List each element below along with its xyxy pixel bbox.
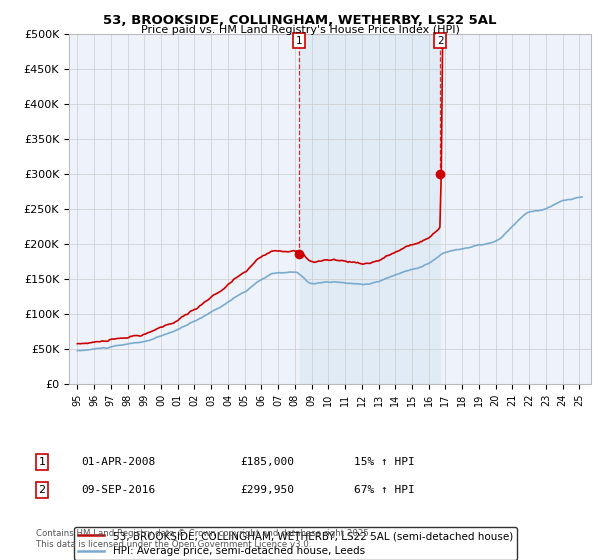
Text: 2: 2 (437, 36, 443, 45)
Text: 15% ↑ HPI: 15% ↑ HPI (354, 457, 415, 467)
Text: 1: 1 (296, 36, 302, 45)
Text: 53, BROOKSIDE, COLLINGHAM, WETHERBY, LS22 5AL: 53, BROOKSIDE, COLLINGHAM, WETHERBY, LS2… (103, 14, 497, 27)
Text: 1: 1 (38, 457, 46, 467)
Legend: 53, BROOKSIDE, COLLINGHAM, WETHERBY, LS22 5AL (semi-detached house), HPI: Averag: 53, BROOKSIDE, COLLINGHAM, WETHERBY, LS2… (74, 527, 517, 560)
Text: £185,000: £185,000 (240, 457, 294, 467)
Text: 09-SEP-2016: 09-SEP-2016 (81, 485, 155, 495)
Text: 67% ↑ HPI: 67% ↑ HPI (354, 485, 415, 495)
Text: 01-APR-2008: 01-APR-2008 (81, 457, 155, 467)
Text: £299,950: £299,950 (240, 485, 294, 495)
Text: Contains HM Land Registry data © Crown copyright and database right 2025.
This d: Contains HM Land Registry data © Crown c… (36, 529, 371, 549)
Text: Price paid vs. HM Land Registry's House Price Index (HPI): Price paid vs. HM Land Registry's House … (140, 25, 460, 35)
Text: 2: 2 (38, 485, 46, 495)
